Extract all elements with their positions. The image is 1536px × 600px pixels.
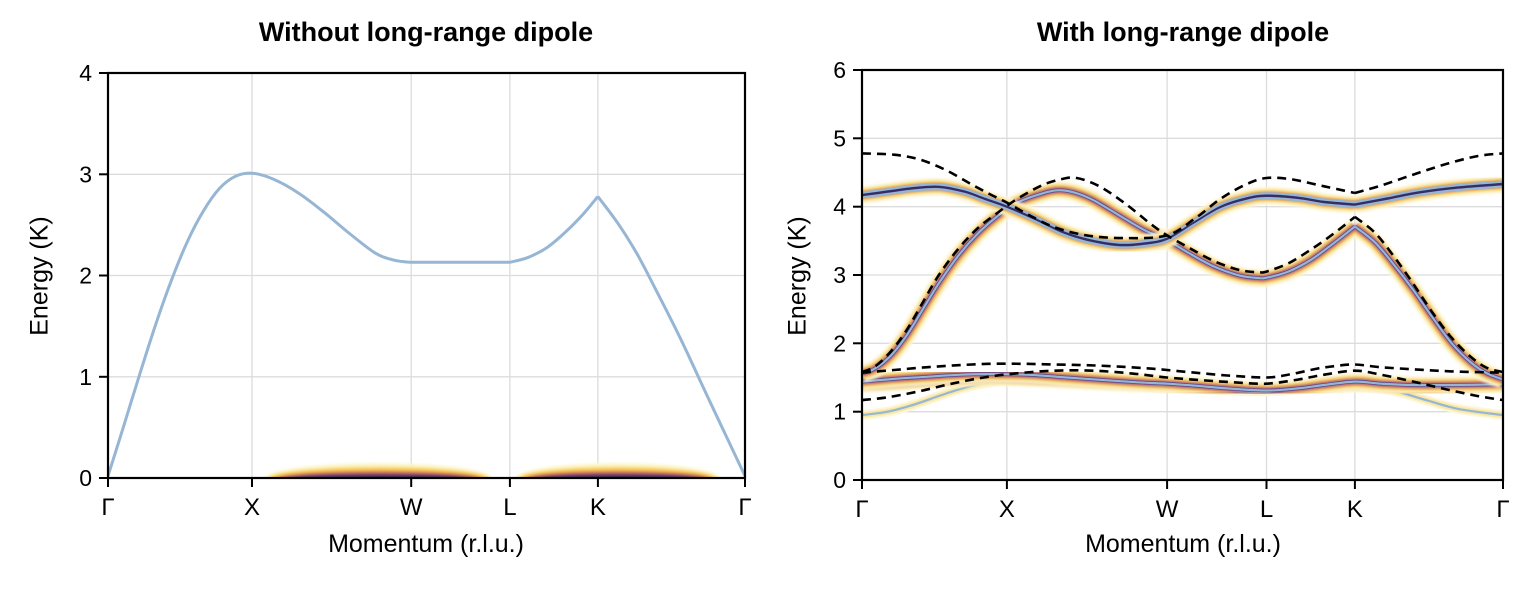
upper-optic-band [862, 175, 1503, 255]
y-axis-label-left: Energy (K) [25, 216, 54, 336]
k-point-label: X [244, 494, 260, 521]
y-tick-label: 4 [79, 60, 92, 86]
y-axis: 0 1 2 3 4 [79, 60, 108, 491]
k-point-label: K [1347, 496, 1363, 523]
low-band-1 [862, 365, 1503, 400]
y-tick-label: 4 [833, 194, 846, 220]
k-point-label: L [1260, 496, 1273, 523]
spin-wave-dispersion [108, 171, 745, 477]
k-point-label: L [503, 494, 516, 521]
y-tick-label: 1 [79, 364, 92, 390]
k-point-label: W [400, 494, 423, 521]
k-point-label: W [1156, 496, 1179, 523]
k-point-label: X [999, 496, 1015, 523]
reference-dashed-lower-flat [862, 369, 1503, 402]
dashed-reference-curve [862, 176, 1503, 374]
y-tick-label: 5 [833, 125, 846, 151]
dispersion-line [862, 189, 1503, 381]
dashed-reference-curve [862, 369, 1503, 402]
reference-dashed-upper-flat [862, 362, 1503, 379]
intensity-stroke [862, 187, 1503, 382]
dispersion-line [862, 373, 1503, 392]
intensity-stroke [862, 183, 1503, 247]
dispersion-line [108, 171, 745, 477]
quasielastic-intensity-K [515, 462, 720, 478]
k-point-label: Γ [855, 496, 868, 523]
reference-dashed-top [862, 152, 1503, 240]
y-tick-label: 0 [79, 465, 92, 491]
y-tick-label: 1 [833, 399, 846, 425]
dispersion-line [862, 185, 1503, 249]
panel-right: 0 1 2 3 4 5 6 Γ X W L K Γ [833, 57, 1509, 523]
gridlines [108, 73, 745, 478]
x-axis-label-left: Momentum (r.l.u.) [328, 530, 524, 558]
panel-title-right: With long-range dipole [1036, 17, 1330, 47]
y-tick-label: 0 [833, 467, 846, 493]
k-point-label: K [590, 494, 606, 521]
y-tick-label: 3 [833, 262, 846, 288]
y-tick-label: 6 [833, 57, 846, 83]
y-axis-label-right: Energy (K) [783, 216, 812, 336]
x-axis-label-right: Momentum (r.l.u.) [1085, 530, 1281, 558]
k-point-label: Γ [1496, 496, 1509, 523]
acoustic-optic-band [862, 181, 1503, 389]
dashed-reference-curve [862, 152, 1503, 240]
k-point-label: Γ [101, 494, 114, 521]
panel-left: 0 1 2 3 4 Γ X W L K Γ [79, 60, 751, 521]
quasielastic-intensity-W [265, 462, 493, 478]
dispersion-line [862, 180, 1503, 244]
k-point-label: Γ [738, 494, 751, 521]
panel-title-left: Without long-range dipole [258, 17, 594, 47]
y-tick-label: 3 [79, 161, 92, 187]
y-tick-label: 2 [833, 330, 846, 356]
y-tick-label: 2 [79, 263, 92, 289]
dashed-reference-curve [862, 362, 1503, 379]
reference-dashed-steep [862, 176, 1503, 374]
y-axis: 0 1 2 3 4 5 6 [833, 57, 862, 493]
